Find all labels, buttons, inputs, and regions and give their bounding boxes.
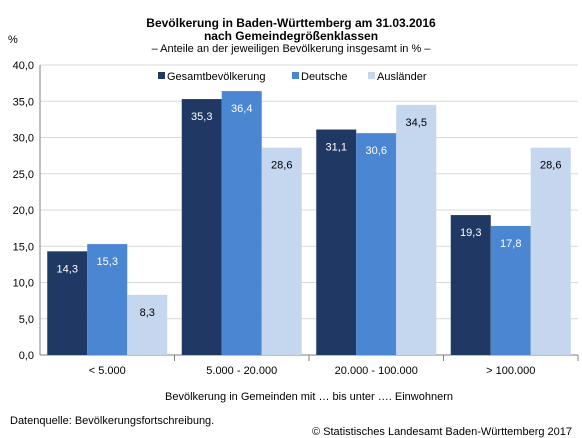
y-tick-label: 0,0 [19,350,34,362]
bar [316,129,357,355]
data-label: 15,3 [97,256,118,268]
bar [356,133,397,355]
data-label: 36,4 [231,103,252,115]
y-tick-label: 40,0 [13,60,34,72]
y-tick-label: 15,0 [13,241,34,253]
x-tick-label: 20.000 - 100.000 [335,365,418,377]
y-tick-label: 10,0 [13,278,34,290]
bar [530,147,571,355]
copyright-note: © Statistisches Landesamt Baden-Württemb… [311,426,572,438]
data-label: 28,6 [271,160,292,172]
legend-swatch [158,72,165,79]
bar [490,225,531,355]
x-tick-label: 5.000 - 20.000 [206,365,277,377]
bar [261,147,302,355]
legend-label: Deutsche [301,71,347,83]
data-label: 17,8 [500,238,521,250]
data-label: 8,3 [140,307,155,319]
y-tick-label: 20,0 [13,205,34,217]
source-note: Datenquelle: Bevölkerungsfortschreibung. [10,415,215,427]
bar [396,104,437,355]
chart-title: Bevölkerung in Baden-Württemberg am 31.0… [146,16,436,30]
legend-swatch [368,72,375,79]
legend-swatch [292,72,299,79]
chart-title-line2: nach Gemeindegrößenklassen [203,29,379,43]
legend-label: Gesamtbevölkerung [167,71,265,83]
x-tick-label: > 100.000 [486,365,535,377]
bar [181,99,222,355]
x-axis-title: Bevölkerung in Gemeinden mit … bis unter… [165,391,453,403]
data-label: 19,3 [460,227,481,239]
bar [450,215,491,355]
x-tick-label: < 5.000 [89,365,126,377]
bar [221,91,262,355]
legend-label: Ausländer [377,71,427,83]
y-tick-label: 30,0 [13,133,34,145]
y-tick-label: 25,0 [13,169,34,181]
data-label: 14,3 [57,263,78,275]
y-tick-label: 5,0 [19,314,34,326]
data-label: 28,6 [540,160,561,172]
chart-subtitle: – Anteile an der jeweiligen Bevölkerung … [151,43,431,55]
data-label: 30,6 [366,145,387,157]
data-label: 35,3 [191,111,212,123]
bar [87,244,128,355]
y-tick-label: 35,0 [13,96,34,108]
y-axis-unit: % [8,34,18,46]
data-label: 34,5 [406,117,427,129]
plot-area: 0,0 5,0 10,0 15,0 20,0 25,0 30,0 35,0 40,0 14,3 15… [13,60,579,403]
data-label: 31,1 [326,142,347,154]
bar [47,251,88,355]
bar [127,294,168,355]
